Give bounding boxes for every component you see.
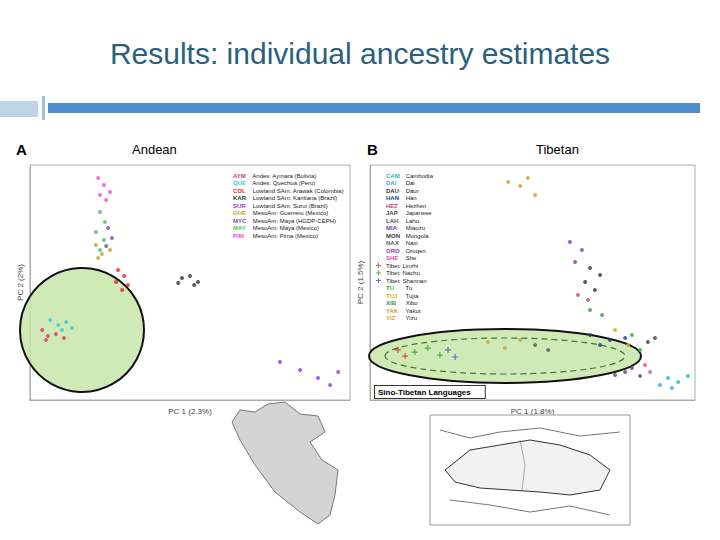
svg-text:Lowland SAm: Arawak (Colombia): Lowland SAm: Arawak (Colombia) xyxy=(251,188,344,194)
svg-text:NAX: NAX xyxy=(386,240,399,246)
svg-text:Naxi: Naxi xyxy=(404,240,418,246)
svg-text:MesoAm: Maya (Mexico): MesoAm: Maya (Mexico) xyxy=(251,225,319,231)
svg-text:PC 2 (2%): PC 2 (2%) xyxy=(16,264,25,301)
svg-text:HEZ: HEZ xyxy=(386,203,398,209)
svg-text:Yakut: Yakut xyxy=(404,308,421,314)
svg-text:MIA: MIA xyxy=(386,225,398,231)
svg-text:Oroqen: Oroqen xyxy=(404,248,426,254)
svg-text:PC 1 (2.3%): PC 1 (2.3%) xyxy=(168,407,212,416)
svg-text:DAI: DAI xyxy=(386,180,397,186)
svg-text:Yizu: Yizu xyxy=(404,315,417,321)
svg-text:Dai: Dai xyxy=(404,180,415,186)
svg-text:Results: individual ancestry e: Results: individual ancestry estimates xyxy=(110,37,610,70)
svg-text:COL: COL xyxy=(233,188,246,194)
svg-text:Tibetan: Tibetan xyxy=(536,142,579,157)
svg-text:Andes: Quechua (Peru): Andes: Quechua (Peru) xyxy=(251,180,315,186)
svg-text:PC 1 (1.8%): PC 1 (1.8%) xyxy=(511,407,555,416)
svg-text:PIM: PIM xyxy=(233,233,244,239)
svg-text:Lowland SAm: Karitiana (Brazil: Lowland SAm: Karitiana (Brazil) xyxy=(251,195,337,201)
svg-text:Tujia: Tujia xyxy=(404,293,419,299)
svg-text:MON: MON xyxy=(386,233,400,239)
svg-text:TU: TU xyxy=(386,285,394,291)
svg-text:AYM: AYM xyxy=(233,173,246,179)
svg-text:SHE: SHE xyxy=(386,255,398,261)
svg-text:Tibet: Linzhi: Tibet: Linzhi xyxy=(386,263,418,269)
svg-text:Miaozu: Miaozu xyxy=(404,225,425,231)
svg-text:MesoAm: Maya (HGDP-CEPH): MesoAm: Maya (HGDP-CEPH) xyxy=(251,218,336,224)
svg-text:YIZ: YIZ xyxy=(386,315,396,321)
svg-text:Lowland SAm: Surui (Brazil): Lowland SAm: Surui (Brazil) xyxy=(251,203,328,209)
svg-text:Daur: Daur xyxy=(404,188,419,194)
svg-text:JAP: JAP xyxy=(386,210,398,216)
svg-text:Japanese: Japanese xyxy=(404,210,432,216)
svg-text:Xibo: Xibo xyxy=(404,300,418,306)
svg-text:HAN: HAN xyxy=(386,195,399,201)
svg-text:Tibet: Shannan: Tibet: Shannan xyxy=(386,278,426,284)
svg-text:Andes: Aymara (Bolivia): Andes: Aymara (Bolivia) xyxy=(251,173,316,179)
svg-text:Mongola: Mongola xyxy=(404,233,429,239)
svg-text:Cambodia: Cambodia xyxy=(404,173,434,179)
svg-text:She: She xyxy=(404,255,417,261)
svg-text:SUR: SUR xyxy=(233,203,246,209)
svg-text:Han: Han xyxy=(404,195,417,201)
svg-text:MesoAm: Guerrero (Mexico): MesoAm: Guerrero (Mexico) xyxy=(251,210,328,216)
svg-text:XIB: XIB xyxy=(386,300,397,306)
svg-text:Hezhen: Hezhen xyxy=(404,203,426,209)
svg-text:Andean: Andean xyxy=(132,142,177,157)
svg-text:LAH: LAH xyxy=(386,218,398,224)
svg-text:Tibet: Nachu: Tibet: Nachu xyxy=(386,270,420,276)
svg-text:B: B xyxy=(367,141,378,158)
svg-text:Tu: Tu xyxy=(404,285,412,291)
svg-text:ORO: ORO xyxy=(386,248,400,254)
svg-text:TUJ: TUJ xyxy=(386,293,397,299)
svg-text:YAK: YAK xyxy=(386,308,399,314)
svg-text:KAR: KAR xyxy=(233,195,247,201)
svg-text:Lahu: Lahu xyxy=(404,218,419,224)
svg-text:CAM: CAM xyxy=(386,173,400,179)
svg-text:GUE: GUE xyxy=(233,210,246,216)
svg-text:Sino-Tibetan Languages: Sino-Tibetan Languages xyxy=(378,388,471,397)
svg-text:PC 2 (1.5%): PC 2 (1.5%) xyxy=(356,260,365,304)
svg-text:MesoAm: Pima (Mexico): MesoAm: Pima (Mexico) xyxy=(251,233,318,239)
svg-text:QUE: QUE xyxy=(233,180,246,186)
svg-text:MAY: MAY xyxy=(233,225,246,231)
svg-text:DAU: DAU xyxy=(386,188,399,194)
svg-text:MYC: MYC xyxy=(233,218,247,224)
svg-text:A: A xyxy=(16,141,27,158)
